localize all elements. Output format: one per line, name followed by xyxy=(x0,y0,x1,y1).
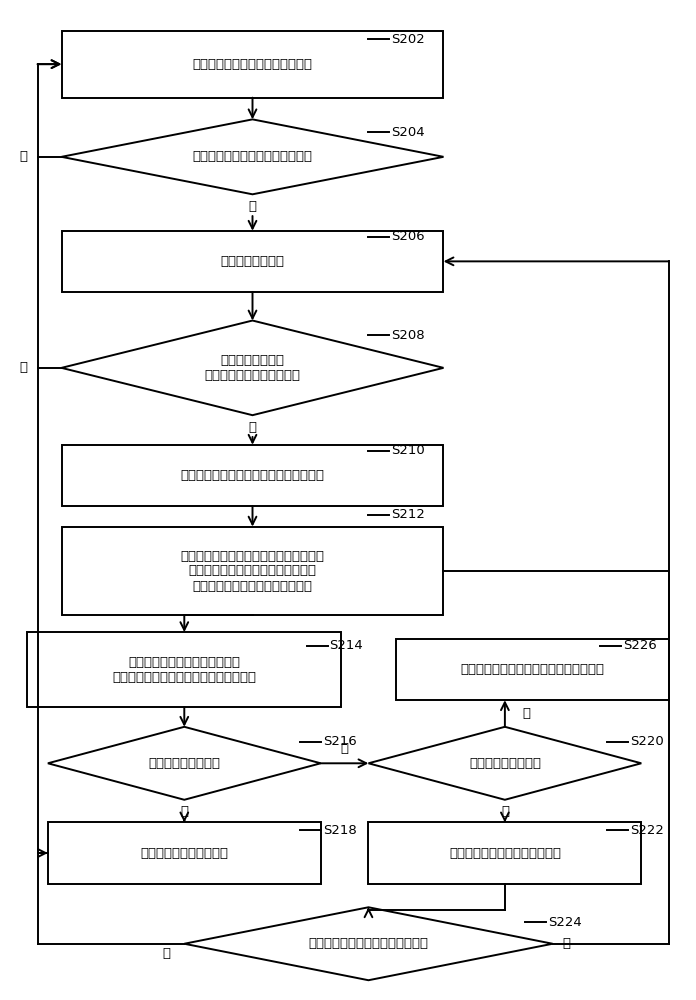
Text: 操控指令为第一指令: 操控指令为第一指令 xyxy=(148,757,221,770)
FancyBboxPatch shape xyxy=(61,231,443,292)
Text: 否: 否 xyxy=(522,707,530,720)
Polygon shape xyxy=(61,119,443,194)
FancyBboxPatch shape xyxy=(27,632,341,707)
Text: 否: 否 xyxy=(19,361,27,374)
FancyBboxPatch shape xyxy=(61,527,443,615)
Text: 控制空调器进入除湿模式: 控制空调器进入除湿模式 xyxy=(141,847,228,860)
Text: 输出语音提示信息: 输出语音提示信息 xyxy=(221,255,285,268)
Text: 否: 否 xyxy=(340,742,349,755)
FancyBboxPatch shape xyxy=(61,445,443,506)
FancyBboxPatch shape xyxy=(48,822,321,884)
Polygon shape xyxy=(368,727,641,800)
Text: 是: 是 xyxy=(163,947,171,960)
Text: 是: 是 xyxy=(501,805,509,818)
Text: S226: S226 xyxy=(623,639,656,652)
Text: 是: 是 xyxy=(180,805,189,818)
Text: 否: 否 xyxy=(563,937,571,950)
Text: S220: S220 xyxy=(630,735,663,748)
Text: 获取空调器所在环境的实际湿度值: 获取空调器所在环境的实际湿度值 xyxy=(193,58,313,71)
Text: S218: S218 xyxy=(323,824,356,837)
Text: 是: 是 xyxy=(248,421,257,434)
Text: 操控指令为第三指令，延时第二预设时间: 操控指令为第三指令，延时第二预设时间 xyxy=(460,663,604,676)
FancyBboxPatch shape xyxy=(396,639,669,700)
Text: 实际湿度值大于第一预设湿度阈值: 实际湿度值大于第一预设湿度阈值 xyxy=(193,150,313,163)
Text: S204: S204 xyxy=(391,126,425,139)
Text: 识别语音反馈信息以得到其实际特征矢量: 识别语音反馈信息以得到其实际特征矢量 xyxy=(180,469,324,482)
Polygon shape xyxy=(61,321,443,415)
Text: S212: S212 xyxy=(391,508,425,521)
Text: S224: S224 xyxy=(548,916,582,929)
Polygon shape xyxy=(184,907,553,980)
FancyBboxPatch shape xyxy=(368,822,641,884)
Text: S208: S208 xyxy=(391,329,425,342)
Text: 保持空调器的当前运行状态不变: 保持空调器的当前运行状态不变 xyxy=(449,847,561,860)
Text: S202: S202 xyxy=(391,33,425,46)
Polygon shape xyxy=(48,727,321,800)
Text: 将实际特征矢量与预设的矢量模板库中的
多个特征矢量模板进行相似度比较，
确定出相似度最高的特征矢量模板: 将实际特征矢量与预设的矢量模板库中的 多个特征矢量模板进行相似度比较， 确定出相… xyxy=(180,550,324,592)
Text: 实际湿度值大于第二预设湿度阈值: 实际湿度值大于第二预设湿度阈值 xyxy=(308,937,429,950)
Text: 操控指令为第二指令: 操控指令为第二指令 xyxy=(469,757,541,770)
Text: S214: S214 xyxy=(330,639,363,652)
Text: S222: S222 xyxy=(630,824,663,837)
Text: S216: S216 xyxy=(323,735,356,748)
Text: 是: 是 xyxy=(248,200,257,213)
Text: S210: S210 xyxy=(391,444,425,457)
Text: 在第一预设时间内
接收到用户的语音反馈信息: 在第一预设时间内 接收到用户的语音反馈信息 xyxy=(205,354,301,382)
Text: S206: S206 xyxy=(391,230,425,243)
FancyBboxPatch shape xyxy=(61,31,443,98)
Text: 根据相似度最高的特征矢量模板
在矢量模板库中匹配得到对应的操控指令: 根据相似度最高的特征矢量模板 在矢量模板库中匹配得到对应的操控指令 xyxy=(112,656,256,684)
Text: 否: 否 xyxy=(19,150,27,163)
